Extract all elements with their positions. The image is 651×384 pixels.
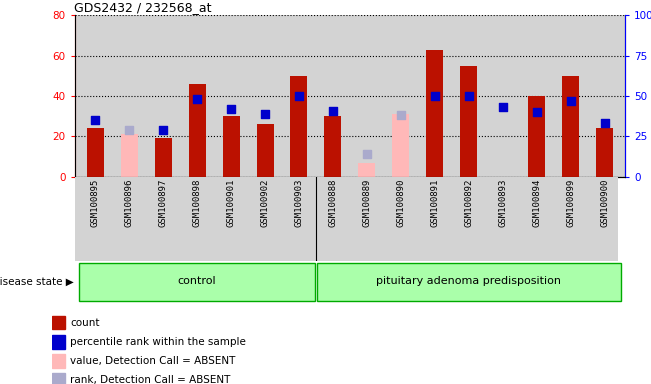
Text: GSM100896: GSM100896: [125, 178, 133, 227]
Bar: [324, 116, 341, 177]
Text: GSM100899: GSM100899: [566, 178, 575, 227]
Bar: [426, 50, 443, 177]
Text: GDS2432 / 232568_at: GDS2432 / 232568_at: [74, 1, 212, 14]
Text: GSM100903: GSM100903: [294, 178, 303, 227]
Bar: [528, 96, 545, 177]
Text: percentile rank within the sample: percentile rank within the sample: [70, 337, 246, 347]
Point: [497, 104, 508, 110]
Text: GSM100900: GSM100900: [600, 178, 609, 227]
Text: value, Detection Call = ABSENT: value, Detection Call = ABSENT: [70, 356, 236, 366]
Point: [600, 120, 610, 126]
Text: GSM100891: GSM100891: [430, 178, 439, 227]
Bar: [359, 162, 376, 177]
Point: [362, 151, 372, 157]
Bar: [460, 66, 477, 177]
Text: GSM100890: GSM100890: [396, 178, 406, 227]
Point: [124, 127, 134, 133]
Text: control: control: [178, 276, 216, 286]
Point: [294, 93, 304, 99]
Bar: [562, 76, 579, 177]
Bar: [52, 354, 64, 368]
Point: [226, 106, 236, 112]
Bar: [290, 76, 307, 177]
Point: [566, 98, 576, 104]
Point: [158, 127, 169, 133]
Bar: [223, 116, 240, 177]
Bar: [52, 335, 64, 349]
Bar: [52, 316, 64, 329]
Text: GSM100897: GSM100897: [159, 178, 168, 227]
Point: [260, 111, 270, 117]
Point: [327, 108, 338, 114]
FancyBboxPatch shape: [79, 263, 315, 301]
Bar: [256, 124, 273, 177]
Text: GSM100888: GSM100888: [329, 178, 337, 227]
Bar: [52, 373, 64, 384]
Text: GSM100898: GSM100898: [193, 178, 202, 227]
FancyBboxPatch shape: [316, 263, 621, 301]
Text: GSM100901: GSM100901: [227, 178, 236, 227]
Bar: [596, 128, 613, 177]
Point: [396, 112, 406, 118]
Text: GSM100889: GSM100889: [363, 178, 371, 227]
Text: GSM100892: GSM100892: [464, 178, 473, 227]
Text: pituitary adenoma predisposition: pituitary adenoma predisposition: [376, 276, 561, 286]
Text: count: count: [70, 318, 100, 328]
Text: GSM100893: GSM100893: [498, 178, 507, 227]
Point: [192, 96, 202, 102]
Point: [430, 93, 440, 99]
Text: disease state ▶: disease state ▶: [0, 276, 74, 286]
Bar: [155, 138, 172, 177]
Point: [464, 93, 474, 99]
Bar: [87, 128, 104, 177]
Text: GSM100894: GSM100894: [532, 178, 541, 227]
Bar: [189, 84, 206, 177]
Point: [90, 117, 100, 123]
Text: rank, Detection Call = ABSENT: rank, Detection Call = ABSENT: [70, 375, 231, 384]
Text: GSM100895: GSM100895: [90, 178, 100, 227]
Point: [531, 109, 542, 115]
Text: GSM100902: GSM100902: [260, 178, 270, 227]
Bar: [393, 114, 409, 177]
Bar: [120, 134, 137, 177]
